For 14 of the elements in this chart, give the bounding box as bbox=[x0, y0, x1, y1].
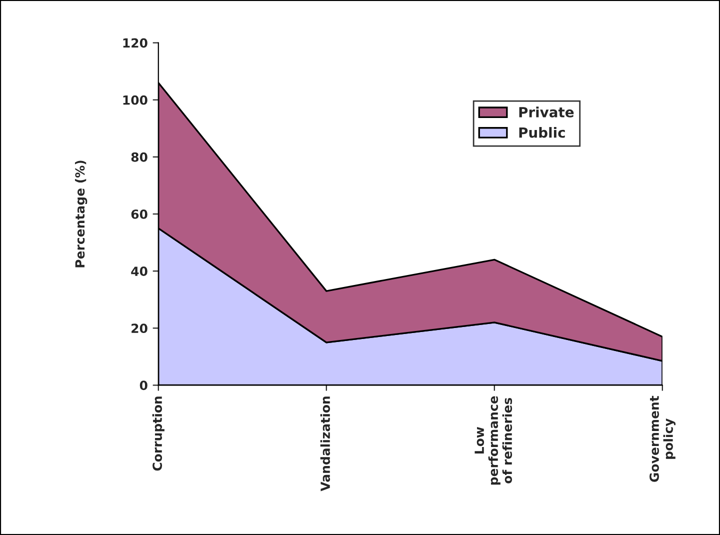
y-tick-label: 20 bbox=[132, 324, 148, 334]
y-tick-label: 0 bbox=[140, 380, 148, 390]
y-axis-title: Percentage (%) bbox=[74, 160, 88, 268]
legend-label: Private bbox=[519, 106, 574, 118]
legend-label: Public bbox=[519, 127, 565, 138]
y-tick-label: 120 bbox=[123, 38, 148, 48]
y-tick-label: 60 bbox=[131, 209, 148, 219]
y-tick-label: 40 bbox=[131, 266, 148, 276]
x-tick-label: Low performance of refineries bbox=[474, 396, 512, 485]
x-tick-label: Corruption bbox=[152, 396, 164, 471]
x-tick-label: Vandalization bbox=[320, 396, 330, 492]
x-tick-label: Government policy bbox=[650, 396, 676, 482]
y-tick-label: 100 bbox=[123, 95, 148, 105]
y-tick-label: 80 bbox=[131, 152, 148, 162]
